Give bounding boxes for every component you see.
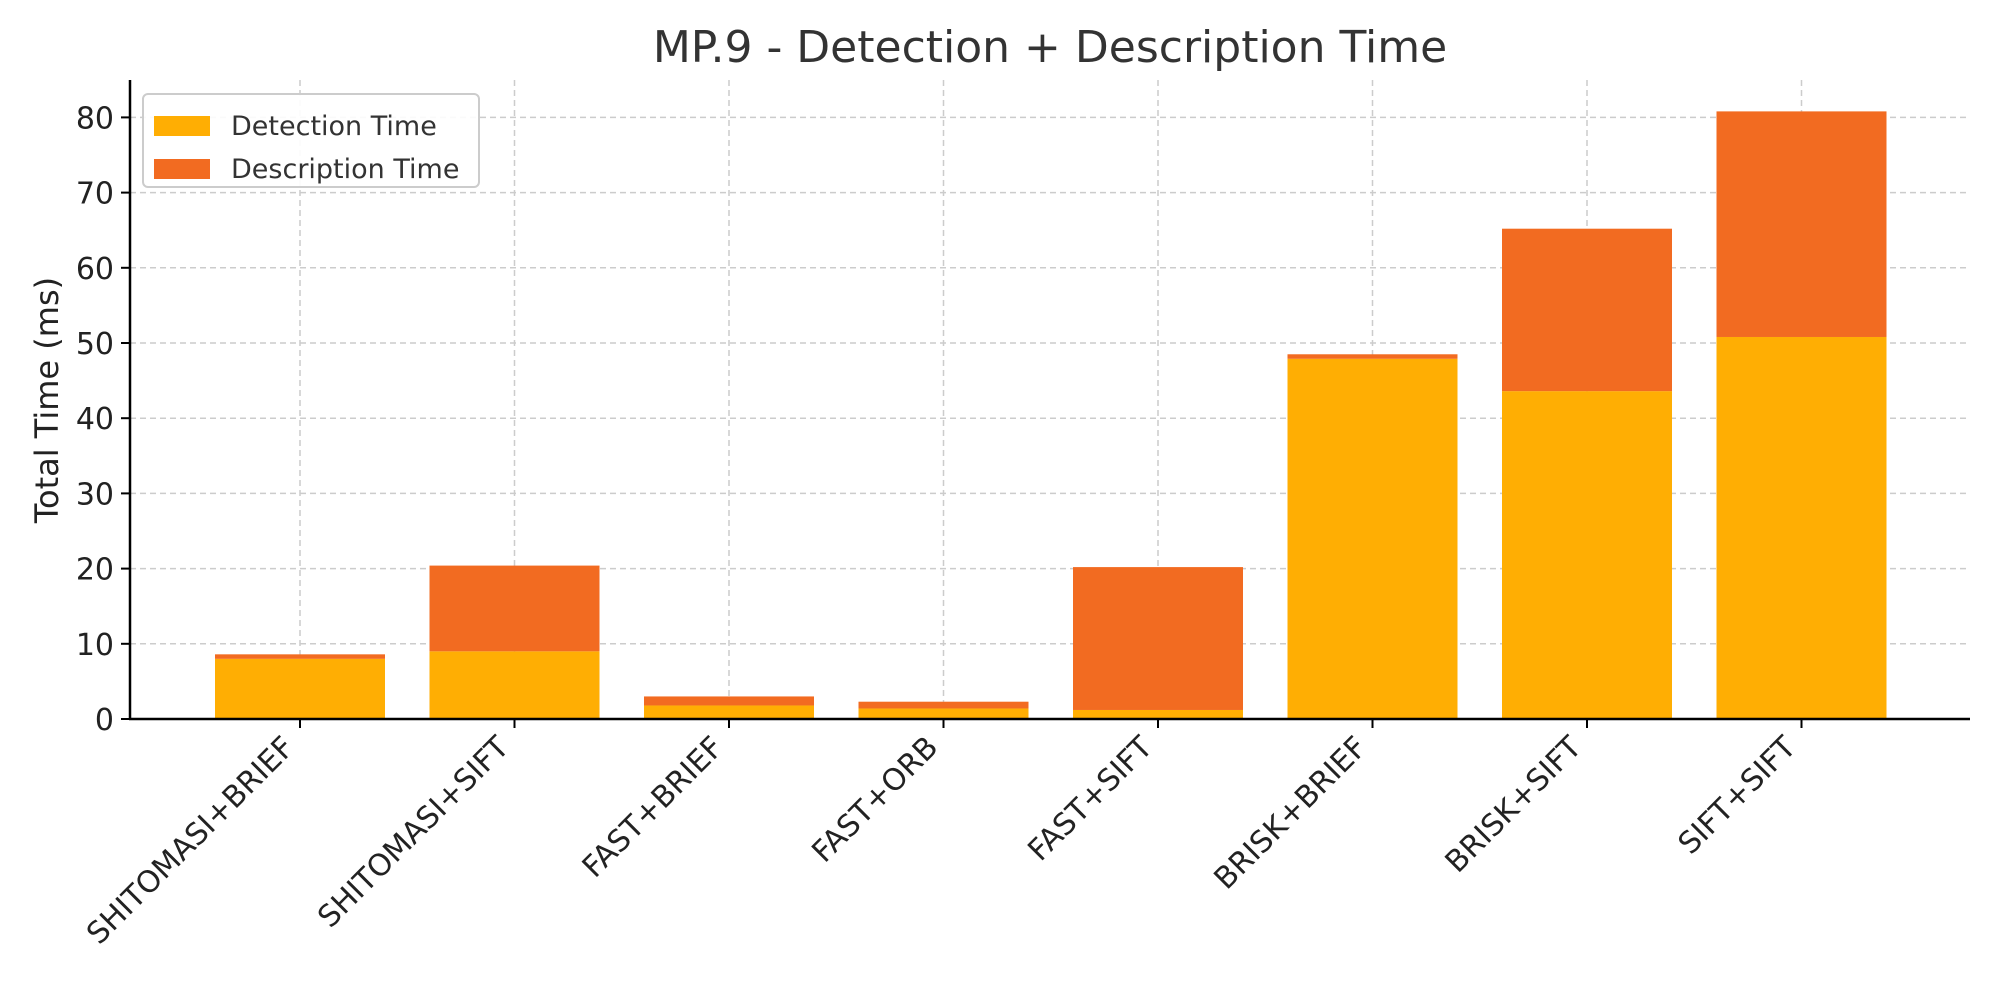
bar-description-shitomasi-brief <box>215 654 385 659</box>
bar-detection-shitomasi-brief <box>215 658 385 719</box>
y-tick-label: 40 <box>76 402 114 437</box>
y-tick-label: 0 <box>95 703 114 738</box>
y-tick-label: 60 <box>76 252 114 287</box>
legend-label: Detection Time <box>231 111 437 142</box>
bar-description-brisk-sift <box>1502 228 1672 392</box>
bar-detection-brisk-brief <box>1287 358 1458 719</box>
x-tick-label: FAST+SIFT <box>1021 729 1160 868</box>
x-tick-label: FAST+BRIEF <box>576 730 731 885</box>
bar-detection-shitomasi-sift <box>429 651 600 719</box>
y-tick-label: 50 <box>76 327 114 362</box>
y-tick-label: 70 <box>76 177 114 212</box>
bar-description-fast-sift <box>1073 567 1243 710</box>
y-tick-label: 20 <box>76 553 114 588</box>
bar-description-fast-orb <box>858 701 1029 709</box>
legend-swatch <box>154 116 210 136</box>
chart-title: MP.9 - Detection + Description Time <box>653 22 1447 73</box>
axes <box>128 80 1970 721</box>
legend: Detection Time Description Time <box>142 93 480 188</box>
y-tick-label: 80 <box>76 101 114 136</box>
legend-frame <box>142 93 480 188</box>
bar-description-sift-sift <box>1716 111 1887 337</box>
legend-swatch <box>154 159 210 179</box>
bar-description-fast-brief <box>644 696 814 706</box>
x-tick-label: BRISK+SIFT <box>1439 729 1589 879</box>
bar-description-brisk-brief <box>1287 354 1458 359</box>
bars <box>215 111 1887 719</box>
y-tick-label: 10 <box>76 628 114 663</box>
x-tick-label: SHITOMASI+BRIEF <box>80 730 302 952</box>
y-tick-label: 30 <box>76 477 114 512</box>
x-tick-label: BRISK+BRIEF <box>1208 730 1375 897</box>
bar-detection-sift-sift <box>1716 336 1887 719</box>
bar-detection-fast-sift <box>1073 709 1243 719</box>
bar-description-shitomasi-sift <box>429 565 600 652</box>
y-axis-label: Total Time (ms) <box>28 277 66 524</box>
x-tick-label: FAST+ORB <box>805 730 945 870</box>
bar-detection-fast-orb <box>858 708 1029 719</box>
bar-detection-fast-brief <box>644 705 814 719</box>
legend-label: Description Time <box>231 154 459 185</box>
x-tick-label: SHITOMASI+SIFT <box>311 729 516 934</box>
x-tick-label: SIFT+SIFT <box>1672 729 1804 861</box>
bar-detection-brisk-sift <box>1502 391 1672 719</box>
